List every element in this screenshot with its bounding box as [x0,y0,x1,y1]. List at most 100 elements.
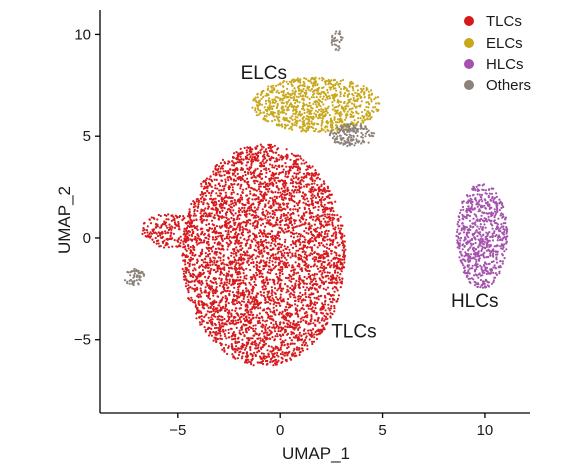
cell-point-tlcs [193,273,196,277]
cell-point-tlcs [296,154,299,157]
cell-point-tlcs [222,287,226,291]
cell-point-tlcs [275,167,278,171]
cell-point-tlcs [291,194,294,197]
cell-point-tlcs [215,212,218,215]
cell-point-tlcs [311,340,314,343]
cell-point-tlcs [269,215,272,218]
cell-point-tlcs [304,227,308,230]
cell-point-tlcs [260,347,263,351]
cell-point-tlcs [251,357,254,360]
cell-point-tlcs [320,201,323,204]
cell-point-tlcs [236,349,239,352]
cell-point-tlcs [307,269,311,272]
cell-point-tlcs [217,235,220,238]
cell-point-tlcs [234,174,237,177]
cell-point-tlcs [314,307,317,310]
cell-point-tlcs [314,206,317,209]
cell-point-tlcs [330,201,333,204]
cell-point-tlcs [204,314,207,317]
cell-point-tlcs [261,177,264,180]
cell-point-tlcs [286,285,289,288]
cell-point-tlcs [286,261,289,264]
cell-point-tlcs [201,248,204,251]
cell-point-tlcs [213,201,216,204]
cell-point-tlcs [293,205,296,208]
cell-point-tlcs [292,320,295,323]
cell-point-tlcs [322,250,325,253]
cell-point-tlcs [298,297,302,300]
cell-point-tlcs [238,217,241,220]
cell-point-tlcs [293,294,296,297]
cell-point-tlcs [223,263,226,266]
cell-point-tlcs [189,238,192,241]
cell-point-tlcs [239,236,242,239]
cell-point-tlcs [232,214,235,217]
cell-point-tlcs [216,338,219,341]
cell-point-tlcs [226,289,229,292]
cell-point-tlcs [316,233,319,236]
cell-point-tlcs [294,261,297,264]
cell-point-tlcs [286,192,289,196]
cell-point-tlcs [288,312,291,315]
cell-point-tlcs [265,277,268,280]
cell-point-tlcs [268,355,271,358]
cell-point-tlcs [246,337,249,340]
cell-point-tlcs [260,145,264,148]
cell-point-tlcs [311,234,314,237]
cell-point-tlcs [245,287,248,290]
cell-point-tlcs [277,247,280,250]
cell-point-tlcs [215,286,218,289]
cell-point-tlcs [297,315,300,318]
cell-point-tlcs [343,254,347,257]
cell-point-tlcs [275,304,278,307]
cell-point-tlcs [292,269,295,272]
cell-point-tlcs [331,313,334,316]
cell-point-tlcs [188,230,192,233]
cell-point-tlcs [165,214,168,217]
cell-point-tlcs [211,198,214,201]
cell-point-elcs [322,95,325,98]
cell-point-tlcs [240,266,243,269]
cell-point-tlcs [327,307,330,310]
cell-point-tlcs [327,259,330,262]
cell-point-tlcs [286,176,289,179]
cell-point-tlcs [239,147,242,150]
cell-point-tlcs [302,308,305,311]
cell-point-tlcs [240,300,244,303]
cell-point-tlcs [200,232,203,235]
cell-point-tlcs [302,195,305,198]
cell-point-tlcs [244,173,247,177]
cell-point-tlcs [197,300,200,303]
cell-point-tlcs [228,316,231,319]
cell-point-tlcs [237,336,240,339]
cell-point-tlcs [259,290,262,294]
cell-point-tlcs [268,187,271,191]
cell-point-tlcs [301,223,304,226]
cell-point-tlcs [295,172,298,175]
cell-point-tlcs [203,239,206,242]
cell-point-tlcs [252,153,255,156]
cell-point-elcs [259,111,262,114]
cell-point-tlcs [245,157,248,160]
cell-point-tlcs [252,324,255,327]
cell-point-tlcs [293,328,296,331]
cell-point-tlcs [233,303,236,306]
cell-point-tlcs [262,211,265,214]
cell-point-tlcs [216,214,219,217]
cell-point-tlcs [250,362,253,366]
cell-point-tlcs [188,234,191,237]
cell-point-tlcs [226,176,229,179]
cell-point-tlcs [259,217,262,220]
cell-point-tlcs [294,284,297,287]
cell-point-tlcs [339,215,342,218]
cell-point-tlcs [244,252,247,255]
cell-point-tlcs [325,274,328,278]
cell-point-tlcs [233,152,236,155]
cell-point-tlcs [313,287,316,290]
cell-point-tlcs [226,248,229,251]
cell-point-tlcs [305,310,308,314]
cell-point-tlcs [231,291,234,294]
cell-point-tlcs [248,254,251,257]
cell-point-tlcs [305,246,309,249]
cell-point-tlcs [252,316,255,319]
